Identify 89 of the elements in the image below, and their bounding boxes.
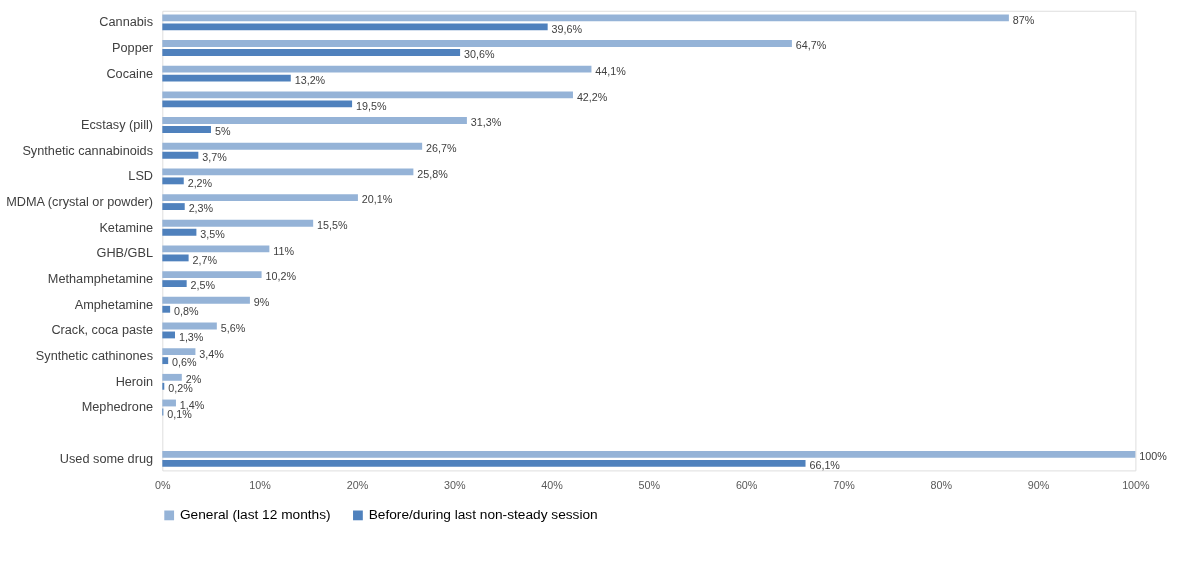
- x-tick-label: 40%: [541, 479, 564, 492]
- bar: [162, 228, 197, 236]
- y-tick-label: Popper: [112, 39, 154, 55]
- data-label: 2,7%: [192, 253, 218, 266]
- y-tick-label: Used some drug: [59, 450, 154, 466]
- y-tick-label: MDMA (crystal or powder): [6, 193, 154, 209]
- data-label: 100%: [1139, 450, 1168, 463]
- x-tick-label: 20%: [346, 479, 369, 492]
- data-label: 5,6%: [220, 321, 246, 334]
- y-tick-label: Amphetamine: [74, 296, 154, 312]
- data-label: 31,3%: [470, 116, 502, 129]
- bar: [162, 203, 185, 210]
- bar: [162, 219, 314, 227]
- bar: [162, 450, 1136, 458]
- bar: [162, 357, 169, 365]
- data-label: 5%: [214, 125, 231, 138]
- bar: [162, 74, 291, 82]
- data-label: 2,3%: [188, 202, 214, 215]
- data-label: 13,2%: [294, 74, 326, 87]
- bar: [162, 399, 176, 407]
- bar: [162, 100, 353, 108]
- y-tick-label: Cocaine: [106, 65, 154, 81]
- y-tick-label: Synthetic cathinones: [35, 348, 154, 364]
- bar: [162, 14, 1009, 22]
- x-tick-label: 10%: [249, 479, 272, 492]
- data-label: 15,5%: [317, 219, 348, 232]
- x-tick-label: 50%: [638, 479, 661, 492]
- data-label: 42,2%: [576, 90, 608, 103]
- data-label: 1,3%: [178, 330, 204, 343]
- data-label: 10,2%: [265, 270, 297, 283]
- data-label: 3,5%: [200, 228, 226, 241]
- bar: [162, 331, 175, 339]
- bar: [162, 142, 423, 150]
- data-label: 64,7%: [795, 39, 827, 52]
- bar: [162, 254, 189, 262]
- y-tick-label: Heroin: [115, 373, 154, 389]
- y-tick-label: Synthetic cannabinoids: [22, 142, 154, 158]
- bar: [162, 151, 199, 159]
- data-label: 26,7%: [426, 142, 457, 155]
- legend-label: General (last 12 months): [179, 507, 331, 523]
- bar: [162, 168, 414, 176]
- data-label: 30,6%: [464, 48, 495, 61]
- data-label: 2,2%: [187, 176, 213, 189]
- x-tick-label: 100%: [1122, 479, 1151, 492]
- y-tick-label: LSD: [128, 168, 154, 184]
- y-tick-label: GHB/GBL: [96, 245, 154, 261]
- bar: [162, 459, 806, 467]
- legend-label: Before/during last non-steady session: [368, 507, 598, 523]
- bar: [162, 373, 182, 381]
- data-label: 0,6%: [172, 356, 198, 369]
- data-label: 19,5%: [356, 99, 387, 112]
- bar: [162, 280, 187, 288]
- data-label: 9%: [253, 296, 270, 309]
- bar: [162, 91, 573, 99]
- data-label: 87%: [1012, 13, 1035, 26]
- bar: [162, 65, 592, 73]
- bar: [162, 348, 196, 356]
- data-label: 3,7%: [202, 151, 228, 164]
- data-label: 2,5%: [190, 279, 216, 292]
- data-label: 0,8%: [174, 305, 199, 318]
- bar: [162, 296, 250, 304]
- y-tick-label: Crack, coca paste: [51, 322, 154, 338]
- bar: [162, 271, 262, 279]
- x-tick-label: 70%: [833, 479, 856, 492]
- y-tick-label: Methamphetamine: [47, 271, 154, 287]
- x-tick-label: 0%: [155, 479, 172, 492]
- bar: [162, 194, 358, 201]
- y-tick-label: Ketamine: [99, 219, 154, 235]
- y-tick-label: Ecstasy (pill): [81, 116, 154, 132]
- x-tick-label: 80%: [930, 479, 953, 492]
- data-label: 39,6%: [551, 22, 583, 35]
- x-tick-label: 30%: [443, 479, 466, 492]
- data-label: 66,1%: [809, 459, 841, 472]
- data-label: 25,8%: [417, 167, 449, 180]
- y-tick-label: Cannabis: [99, 14, 154, 30]
- data-label: 44,1%: [595, 65, 627, 78]
- bar: [162, 23, 548, 31]
- data-label: 3,4%: [199, 347, 225, 360]
- data-label: 11%: [273, 244, 295, 257]
- data-label: 20,1%: [361, 193, 393, 206]
- bar: [162, 126, 211, 133]
- bar: [162, 117, 467, 124]
- bar: [162, 40, 792, 47]
- y-tick-label: Mephedrone: [81, 399, 154, 415]
- x-tick-label: 90%: [1027, 479, 1050, 492]
- bar: [162, 49, 461, 56]
- x-tick-label: 60%: [735, 479, 758, 492]
- bar: [162, 305, 171, 313]
- bar: [162, 177, 184, 185]
